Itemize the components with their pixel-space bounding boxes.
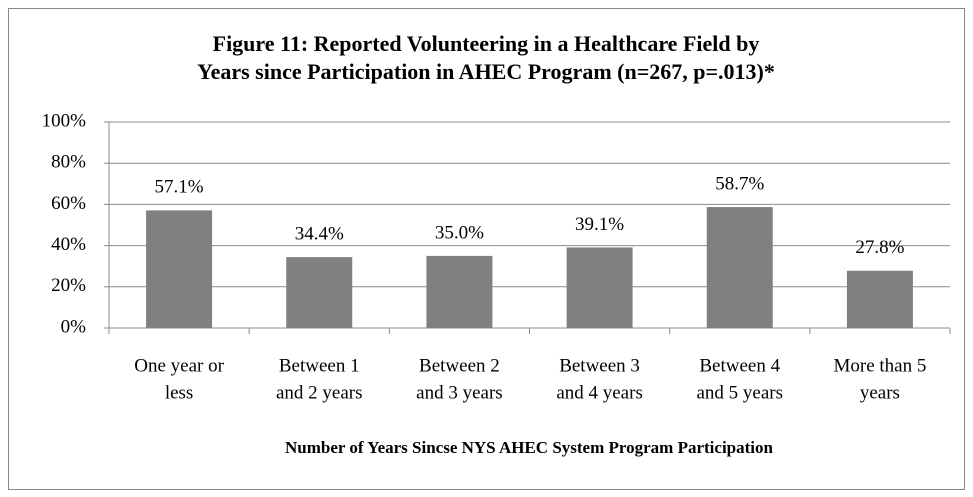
bar	[426, 255, 493, 328]
x-tick-label: Between 2	[419, 355, 500, 376]
y-tick-label: 20%	[51, 275, 86, 296]
value-label: 35.0%	[435, 222, 484, 243]
y-tick-label: 0%	[61, 316, 87, 337]
value-label: 58.7%	[715, 173, 764, 194]
bar	[286, 257, 353, 328]
y-tick-label: 100%	[42, 110, 87, 131]
chart-title: Figure 11: Reported Volunteering in a He…	[213, 31, 760, 56]
bar	[846, 270, 913, 328]
y-tick-label: 40%	[51, 234, 86, 255]
x-tick-label: years	[860, 382, 900, 403]
value-label: 27.8%	[855, 237, 904, 258]
value-label: 34.4%	[295, 223, 344, 244]
bar	[566, 247, 633, 328]
x-axis-title: Number of Years Sincse NYS AHEC System P…	[285, 438, 773, 457]
x-tick-label: More than 5	[833, 355, 926, 376]
x-tick-label: Between 4	[699, 355, 780, 376]
x-tick-label: One year or	[134, 355, 224, 376]
value-label: 57.1%	[155, 177, 204, 198]
x-tick-label: Between 1	[279, 355, 360, 376]
x-tick-label: less	[165, 382, 194, 403]
y-tick-label: 80%	[51, 152, 86, 173]
x-tick-label: and 5 years	[696, 382, 783, 403]
x-tick-label: Between 3	[559, 355, 640, 376]
x-tick-label: and 3 years	[416, 382, 503, 403]
bar	[146, 210, 213, 328]
chart-title: Years since Participation in AHEC Progra…	[197, 59, 775, 84]
bar	[706, 207, 773, 328]
x-tick-label: and 2 years	[276, 382, 363, 403]
x-tick-label: and 4 years	[556, 382, 643, 403]
value-label: 39.1%	[575, 214, 624, 235]
y-tick-label: 60%	[51, 193, 86, 214]
